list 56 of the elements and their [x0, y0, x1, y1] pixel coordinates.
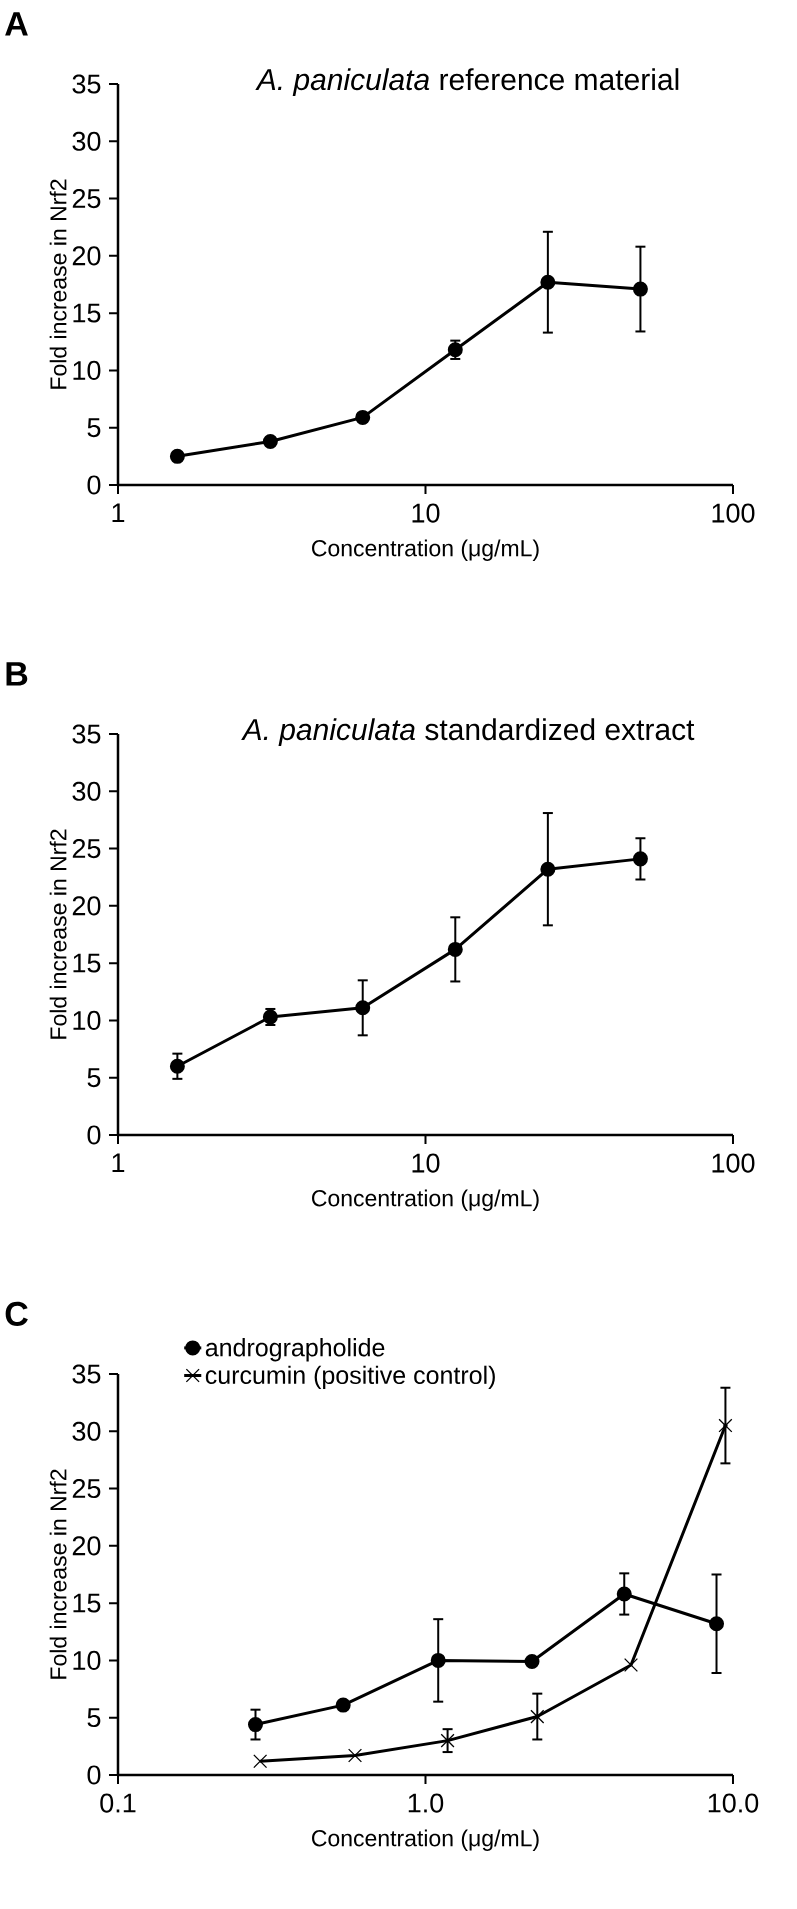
y-tick-label: 10: [73, 1650, 101, 1670]
y-axis-title: Fold increase in Nrf2: [49, 179, 67, 389]
y-tick-label: 20: [72, 896, 101, 916]
y-tick-label: 20: [72, 1536, 101, 1556]
x-tick-label: 10: [412, 1153, 440, 1173]
point: [169, 1058, 185, 1074]
point: [447, 941, 463, 957]
y-tick-label: 25: [72, 839, 101, 859]
y-axis-title: Fold increase in Nrf2: [49, 1469, 67, 1679]
y-tick-label: 15: [73, 953, 101, 973]
x-axis-title: Concentration (μg/mL): [312, 1189, 539, 1211]
x-tick-label: 100: [712, 503, 755, 523]
y-tick-label: 5: [87, 1708, 101, 1728]
y-tick-label: 0: [87, 475, 101, 495]
point: [355, 409, 371, 425]
point: [355, 1000, 371, 1016]
legend-label: andrographolide: [205, 1338, 385, 1362]
y-tick-label: 35: [72, 74, 101, 94]
y-tick-label: 15: [73, 1593, 101, 1613]
y-tick-label: 10: [73, 360, 101, 380]
point: [262, 433, 278, 449]
y-tick-label: 15: [73, 303, 101, 323]
y-tick-label: 25: [72, 1479, 101, 1499]
point: [632, 851, 648, 867]
text: C: [5, 1301, 28, 1326]
y-axis-title: Fold increase in Nrf2: [49, 829, 67, 1039]
x-tick-label: 10: [412, 503, 440, 523]
y-tick-label: 0: [87, 1125, 101, 1145]
y-tick-label: 30: [72, 781, 101, 801]
y-tick-label: 20: [72, 246, 101, 266]
point: [540, 274, 556, 290]
y-tick-label: 10: [73, 1010, 101, 1030]
x-tick-label: 1: [112, 1153, 125, 1173]
x-tick-label: 1: [112, 503, 125, 523]
x-tick-label: 1.0: [408, 1793, 444, 1813]
text: B: [6, 662, 28, 686]
y-tick-label: 30: [72, 1421, 101, 1441]
chart-title: A. paniculata reference material: [255, 68, 679, 97]
y-tick-label: 5: [87, 418, 101, 438]
point: [540, 861, 556, 877]
x-axis-title: Concentration (μg/mL): [312, 539, 539, 561]
legend-label: curcumin (positive control): [205, 1365, 495, 1390]
y-tick-label: 5: [87, 1068, 101, 1088]
x-tick-label: 10.0: [708, 1793, 759, 1813]
y-tick-label: 25: [72, 189, 101, 209]
y-tick-label: 0: [87, 1765, 101, 1785]
point: [169, 448, 185, 464]
chart-title: A. paniculata standardized extract: [241, 718, 695, 747]
point: [632, 281, 648, 297]
x-tick-label: 100: [712, 1153, 755, 1173]
y-tick-label: 35: [72, 1364, 101, 1384]
x-tick-label: 0.1: [100, 1793, 136, 1813]
y-tick-label: 30: [72, 131, 101, 151]
text: A: [5, 12, 28, 36]
y-tick-label: 35: [72, 724, 101, 744]
x-axis-title: Concentration (μg/mL): [312, 1829, 539, 1851]
